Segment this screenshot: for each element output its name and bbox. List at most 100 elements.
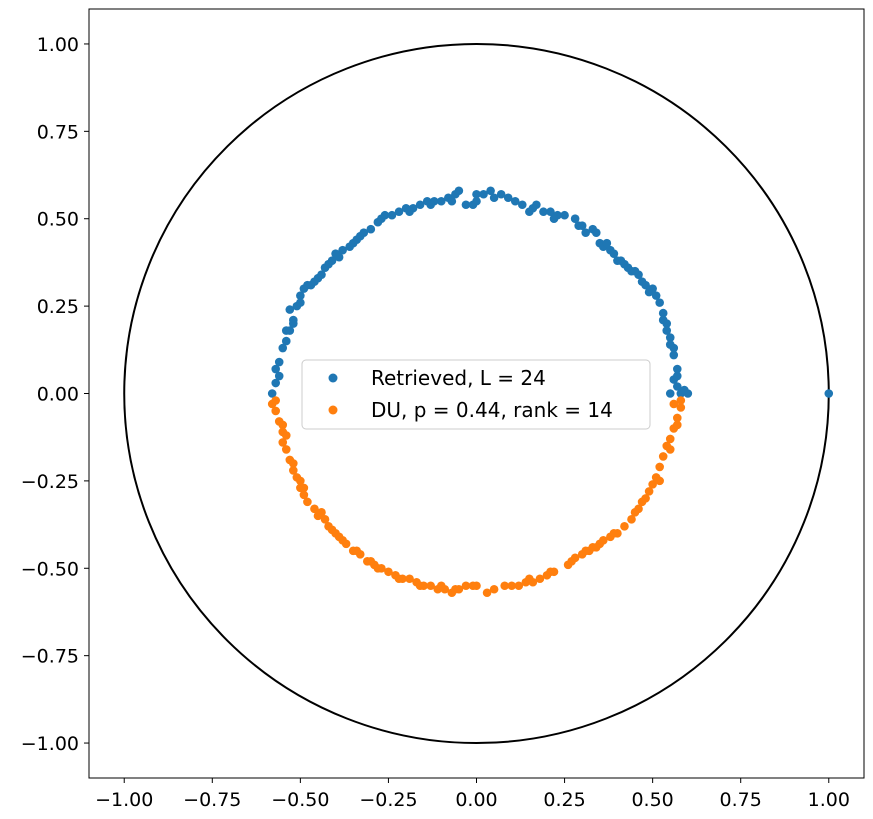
data-point-series-1 <box>570 553 580 563</box>
data-point-series-0 <box>296 298 305 307</box>
legend-label-series-1: DU, p = 0.44, rank = 14 <box>371 398 613 422</box>
data-point-series-0 <box>405 207 414 217</box>
data-point-series-1 <box>620 522 629 531</box>
data-point-series-1 <box>655 462 664 472</box>
data-point-series-0 <box>461 200 471 210</box>
data-point-series-1 <box>436 581 446 591</box>
data-point-series-1 <box>581 546 591 556</box>
data-point-series-1 <box>627 515 636 524</box>
data-point-series-0 <box>352 235 362 244</box>
data-point-series-0 <box>581 228 591 238</box>
data-point-series-1 <box>665 434 675 444</box>
data-point-series-1 <box>630 508 640 517</box>
data-point-series-1 <box>482 588 492 598</box>
data-point-series-1 <box>299 483 309 493</box>
data-point-series-0 <box>570 214 580 224</box>
data-point-series-1 <box>278 420 288 430</box>
data-point-series-1 <box>296 476 305 486</box>
data-point-series-1 <box>672 413 682 423</box>
data-point-series-1 <box>535 574 545 584</box>
data-point-series-1 <box>665 445 675 454</box>
data-point-series-1 <box>384 567 393 577</box>
data-point-series-0 <box>672 371 682 381</box>
data-point-series-0 <box>609 249 619 258</box>
data-point-series-1 <box>320 515 330 524</box>
data-point-series-0 <box>672 364 682 374</box>
x-tick-label: −0.25 <box>359 789 417 811</box>
data-point-series-0 <box>665 389 675 398</box>
data-point-series-0 <box>267 389 277 398</box>
data-point-series-1 <box>461 581 471 591</box>
data-point-series-0 <box>546 207 555 217</box>
data-point-series-0 <box>602 238 612 248</box>
legend: Retrieved, L = 24 DU, p = 0.44, rank = 14 <box>301 359 651 430</box>
data-point-series-0 <box>658 308 668 318</box>
data-point-series-1 <box>648 480 657 489</box>
data-point-series-0 <box>489 193 499 203</box>
data-point-series-0 <box>665 333 675 342</box>
data-point-series-0 <box>366 224 376 234</box>
data-point-series-1 <box>489 584 499 594</box>
x-tick-label: −0.75 <box>183 789 241 811</box>
y-tick-label: 0.25 <box>37 296 79 318</box>
data-point-series-1 <box>394 574 404 584</box>
data-point-series-1 <box>415 581 425 591</box>
y-tick-label: −0.75 <box>21 646 79 668</box>
data-point-series-0 <box>472 189 481 199</box>
y-tick-label: 1.00 <box>37 34 79 56</box>
data-point-series-0 <box>454 186 464 196</box>
data-point-series-0 <box>577 221 587 231</box>
data-point-series-0 <box>658 315 668 325</box>
data-point-series-0 <box>289 319 298 328</box>
data-point-series-1 <box>669 399 679 409</box>
y-tick-label: −0.25 <box>21 471 79 493</box>
data-point-series-0 <box>479 189 488 199</box>
data-point-series-1 <box>591 543 601 552</box>
data-point-series-1 <box>334 532 344 542</box>
data-point-series-1 <box>514 581 524 591</box>
data-point-series-0 <box>496 189 506 199</box>
data-point-series-1 <box>451 584 460 594</box>
axes-layer: −1.00 −0.75 −0.50 −0.25 0.00 0.25 0.50 0.75 1.00… <box>21 8 865 811</box>
data-point-series-0 <box>274 357 284 367</box>
data-point-series-0 <box>415 200 425 210</box>
data-point-series-1 <box>373 563 383 573</box>
data-point-series-0 <box>651 291 661 300</box>
data-point-series-1 <box>507 581 517 591</box>
data-point-series-0 <box>528 203 538 213</box>
data-point-series-0 <box>281 336 291 346</box>
data-point-series-1 <box>655 476 664 486</box>
data-point-series-0 <box>377 214 386 224</box>
x-tick-label: −1.00 <box>95 789 153 811</box>
data-point-series-1 <box>366 556 376 566</box>
data-point-series-1 <box>525 574 534 584</box>
data-point-series-1 <box>676 396 686 405</box>
data-point-series-0 <box>285 305 295 314</box>
x-tick-label: 0.50 <box>631 789 673 811</box>
data-point-series-1 <box>472 581 481 591</box>
data-point-series-0 <box>327 256 337 265</box>
data-point-series-0 <box>665 340 675 349</box>
data-point-series-1 <box>672 420 682 430</box>
data-point-series-0 <box>669 350 679 360</box>
data-point-series-1 <box>352 546 362 556</box>
data-point-series-0 <box>641 280 650 290</box>
legend-box <box>301 359 651 430</box>
data-point-series-0 <box>359 228 369 238</box>
data-point-series-1 <box>317 508 326 517</box>
data-point-series-0 <box>447 196 457 206</box>
x-tick-label: 0.75 <box>720 789 762 811</box>
x-tick-label: 0.00 <box>455 789 497 811</box>
data-point-series-1 <box>641 494 650 503</box>
data-point-series-0 <box>672 382 682 391</box>
data-point-series-0 <box>278 343 288 353</box>
data-point-series-0 <box>271 378 281 388</box>
data-point-series-1 <box>658 452 668 461</box>
data-point-series-1 <box>289 459 298 468</box>
data-point-series-1 <box>289 466 298 475</box>
data-point-series-0 <box>680 385 689 395</box>
data-point-series-1 <box>310 504 319 514</box>
data-point-series-0 <box>549 214 559 224</box>
data-point-series-0 <box>271 364 281 374</box>
